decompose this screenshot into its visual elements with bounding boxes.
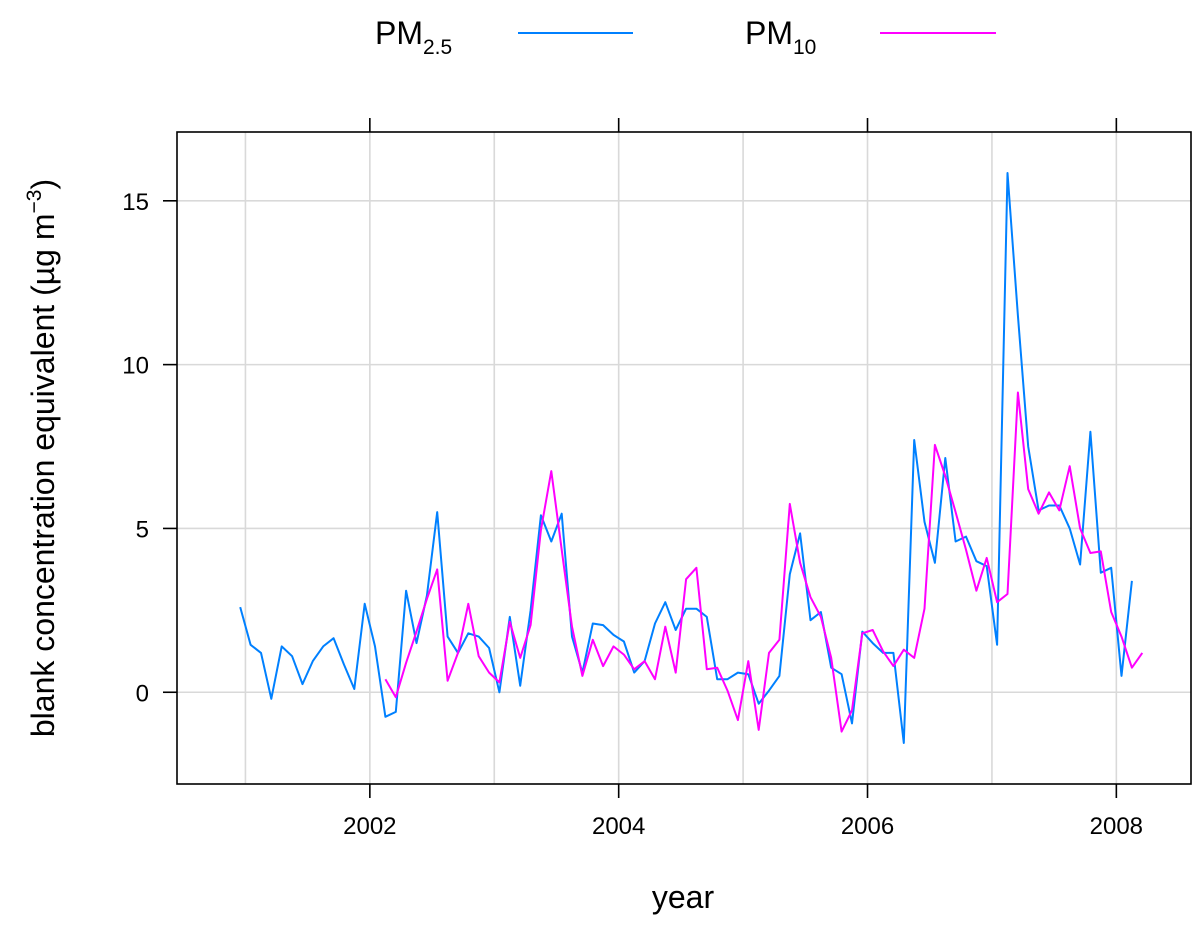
x-tick-label: 2004 bbox=[592, 813, 645, 840]
legend-label-pm25: PM2.5 bbox=[375, 15, 452, 59]
grid bbox=[177, 132, 1191, 784]
y-axis-title: blank concentration equivalent (µg m−3) bbox=[23, 179, 61, 737]
legend-label-pm10: PM10 bbox=[745, 15, 816, 59]
series-line-pm25 bbox=[239, 172, 1133, 744]
y-tick-label: 15 bbox=[122, 189, 149, 216]
y-tick-label: 0 bbox=[136, 680, 149, 707]
plot-frame bbox=[176, 131, 1192, 785]
y-tick-label: 5 bbox=[136, 516, 149, 543]
x-axis-title: year bbox=[652, 879, 715, 915]
x-tick-label: 2008 bbox=[1090, 813, 1143, 840]
legend: PM2.5 PM10 bbox=[375, 15, 996, 59]
y-tick-label: 10 bbox=[122, 353, 149, 380]
x-tick-label: 2002 bbox=[343, 813, 396, 840]
series-line-pm10 bbox=[384, 391, 1144, 733]
series-layer bbox=[239, 172, 1144, 744]
axis-ticks: 2002 2004 2006 2008 0 5 10 15 bbox=[122, 118, 1143, 840]
x-tick-label: 2006 bbox=[841, 813, 894, 840]
